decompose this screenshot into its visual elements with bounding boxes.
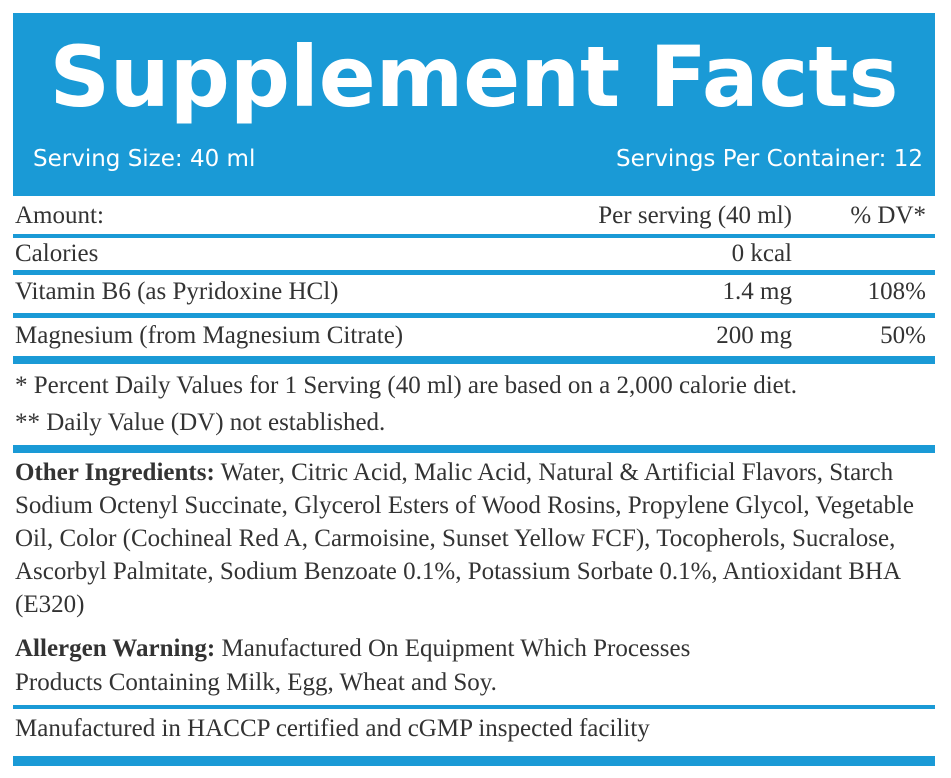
serving-size: Serving Size: 40 ml [33,146,256,172]
bottom-bar [13,756,935,766]
dv-heading: % DV* [850,202,926,229]
other-ingredients-label: Other Ingredients: [15,459,215,486]
table-header-row: Amount: Per serving (40 ml) % DV* [13,198,935,234]
allergen-warning-line2: Products Containing Milk, Egg, Wheat and… [15,669,497,696]
allergen-warning-line1: Manufactured On Equipment Which Processe… [215,635,691,662]
divider [13,313,935,318]
divider-thick [13,445,935,453]
table-row: Vitamin B6 (as Pyridoxine HCl) 1.4 mg 10… [13,274,935,310]
other-ingredients: Other Ingredients: Water, Citric Acid, M… [15,456,935,621]
other-ingredients-text: Water, Citric Acid, Malic Acid, Natural … [15,459,914,618]
allergen-warning-label: Allergen Warning: [15,635,216,662]
nutrient-dv: 50% [880,322,926,349]
nutrient-name: Vitamin B6 (as Pyridoxine HCl) [15,278,339,305]
amount-heading: Amount: [15,202,104,229]
table-row: Calories 0 kcal [13,236,935,272]
divider [13,234,935,238]
nutrient-name: Calories [15,240,99,267]
footnote-not-established: ** Daily Value (DV) not established. [15,409,386,436]
nutrient-amount: 1.4 mg [722,278,792,305]
nutrient-dv: 108% [867,278,926,305]
divider [13,270,935,275]
label-header: Supplement Facts Serving Size: 40 ml Ser… [13,13,935,196]
table-row: Magnesium (from Magnesium Citrate) 200 m… [13,318,935,354]
label-title: Supplement Facts [49,28,899,126]
nutrient-name: Magnesium (from Magnesium Citrate) [15,322,404,349]
nutrient-amount: 0 kcal [731,240,792,267]
allergen-warning: Allergen Warning: Manufactured On Equipm… [15,632,935,665]
servings-per-container: Servings Per Container: 12 [616,146,923,172]
supplement-facts-label: Supplement Facts Serving Size: 40 ml Ser… [13,13,935,766]
nutrient-amount: 200 mg [716,322,792,349]
facility-statement: Manufactured in HACCP certified and cGMP… [15,715,650,742]
per-serving-heading: Per serving (40 ml) [598,202,792,229]
divider-thick [13,356,935,364]
footnote-dv: * Percent Daily Values for 1 Serving (40… [15,372,797,399]
divider [13,705,935,709]
